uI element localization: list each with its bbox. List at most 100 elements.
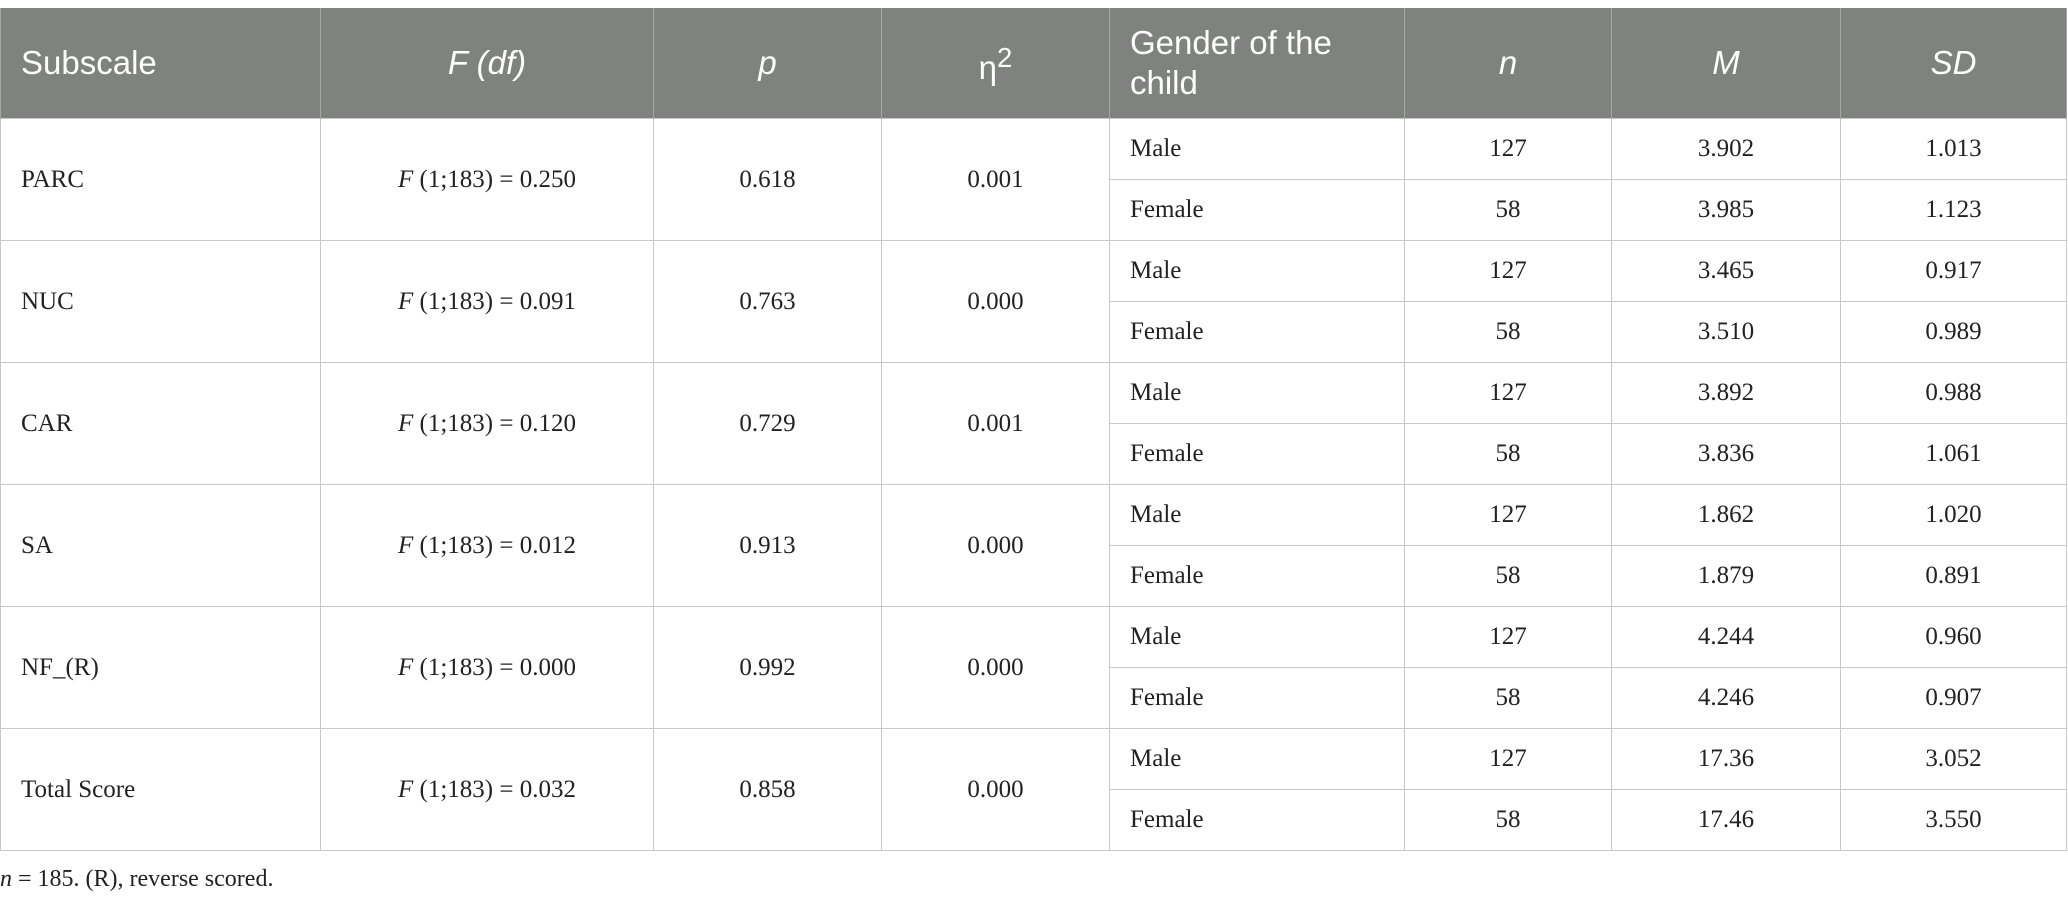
- f-stat-cell: F (1;183) = 0.120: [320, 362, 654, 485]
- subscale-cell: NF_(R): [0, 606, 321, 729]
- subscale-cell: CAR: [0, 362, 321, 485]
- subscale-cell: PARC: [0, 118, 321, 241]
- eta-squared-cell: 0.000: [881, 728, 1110, 851]
- f-stat-cell: F (1;183) = 0.012: [320, 484, 654, 607]
- eta-squared-cell: 0.000: [881, 606, 1110, 729]
- sd-cell: 1.061: [1840, 423, 2067, 485]
- eta-squared-cell: 0.001: [881, 362, 1110, 485]
- eta-symbol: η: [978, 49, 998, 86]
- sd-cell: 1.123: [1840, 179, 2067, 241]
- gender-cell: Female: [1109, 301, 1405, 363]
- subscale-cell: Total Score: [0, 728, 321, 851]
- mean-cell: 3.892: [1611, 362, 1841, 424]
- eta-squared-cell: 0.001: [881, 118, 1110, 241]
- f-symbol: F: [398, 409, 414, 437]
- f-symbol: F: [398, 287, 414, 315]
- f-value: (1;183) = 0.091: [413, 287, 576, 315]
- footnote-n-label: n: [0, 866, 12, 892]
- table-row: PARC F (1;183) = 0.250 0.618 0.001 Male 127 3.…: [0, 118, 2067, 241]
- n-cell: 58: [1404, 301, 1612, 363]
- mean-cell: 1.862: [1611, 484, 1841, 546]
- sd-cell: 0.988: [1840, 362, 2067, 424]
- table-row: Female 58 4.246 0.907: [1, 667, 2067, 729]
- gender-cell: Male: [1109, 728, 1405, 790]
- table-row: NF_(R) F (1;183) = 0.000 0.992 0.000 Male 127…: [0, 606, 2067, 729]
- mean-cell: 3.465: [1611, 240, 1841, 302]
- gender-cell: Female: [1109, 545, 1405, 607]
- p-value-cell: 0.913: [653, 484, 882, 607]
- n-cell: 127: [1404, 118, 1612, 180]
- mean-cell: 1.879: [1611, 545, 1841, 607]
- gender-cell: Male: [1109, 240, 1405, 302]
- subscale-cell: NUC: [0, 240, 321, 363]
- f-stat-cell: F (1;183) = 0.250: [320, 118, 654, 241]
- n-cell: 58: [1404, 423, 1612, 485]
- table-row: Female 58 3.836 1.061: [1, 423, 2067, 485]
- table-row: Female 58 17.46 3.550: [1, 789, 2067, 851]
- header-eta-squared: η2: [881, 8, 1110, 119]
- f-symbol: F: [398, 531, 414, 559]
- sd-cell: 3.550: [1840, 789, 2067, 851]
- mean-cell: 4.244: [1611, 606, 1841, 668]
- p-value-cell: 0.992: [653, 606, 882, 729]
- sd-cell: 0.917: [1840, 240, 2067, 302]
- f-symbol: F: [398, 165, 414, 193]
- header-n: n: [1404, 8, 1612, 119]
- f-stat-cell: F (1;183) = 0.000: [320, 606, 654, 729]
- sd-cell: 3.052: [1840, 728, 2067, 790]
- f-stat-cell: F (1;183) = 0.091: [320, 240, 654, 363]
- sd-cell: 1.013: [1840, 118, 2067, 180]
- table-row: Female 58 1.879 0.891: [1, 545, 2067, 607]
- f-value: (1;183) = 0.032: [413, 775, 576, 803]
- n-cell: 127: [1404, 240, 1612, 302]
- results-table: Subscale F (df) p η2 Gender of the child…: [0, 8, 2067, 851]
- f-symbol: F: [398, 775, 414, 803]
- header-sd: SD: [1840, 8, 2067, 119]
- gender-cell: Female: [1109, 667, 1405, 729]
- mean-cell: 3.836: [1611, 423, 1841, 485]
- table-row: CAR F (1;183) = 0.120 0.729 0.001 Male 127 3.8…: [0, 362, 2067, 485]
- sd-cell: 1.020: [1840, 484, 2067, 546]
- n-cell: 58: [1404, 789, 1612, 851]
- f-value: (1;183) = 0.250: [413, 165, 576, 193]
- table-footnote: n = 185. (R), reverse scored.: [0, 866, 273, 893]
- header-p: p: [653, 8, 882, 119]
- p-value-cell: 0.729: [653, 362, 882, 485]
- sd-cell: 0.989: [1840, 301, 2067, 363]
- mean-cell: 4.246: [1611, 667, 1841, 729]
- f-value: (1;183) = 0.012: [413, 531, 576, 559]
- sd-cell: 0.891: [1840, 545, 2067, 607]
- p-value-cell: 0.858: [653, 728, 882, 851]
- table-row: NUC F (1;183) = 0.091 0.763 0.000 Male 127 3.4…: [0, 240, 2067, 363]
- n-cell: 58: [1404, 179, 1612, 241]
- header-f-df: F (df): [320, 8, 654, 119]
- gender-cell: Female: [1109, 179, 1405, 241]
- f-value: (1;183) = 0.000: [413, 653, 576, 681]
- f-symbol: F: [398, 653, 414, 681]
- footnote-text: = 185. (R), reverse scored.: [12, 866, 274, 892]
- f-value: (1;183) = 0.120: [413, 409, 576, 437]
- sd-cell: 0.907: [1840, 667, 2067, 729]
- gender-cell: Male: [1109, 118, 1405, 180]
- mean-cell: 17.36: [1611, 728, 1841, 790]
- gender-cell: Male: [1109, 362, 1405, 424]
- n-cell: 127: [1404, 362, 1612, 424]
- table-row: Total Score F (1;183) = 0.032 0.858 0.000 Ma…: [0, 728, 2067, 851]
- header-row: Subscale F (df) p η2 Gender of the child…: [0, 8, 2067, 119]
- p-value-cell: 0.763: [653, 240, 882, 363]
- gender-cell: Female: [1109, 789, 1405, 851]
- sd-cell: 0.960: [1840, 606, 2067, 668]
- eta-squared-cell: 0.000: [881, 484, 1110, 607]
- mean-cell: 3.510: [1611, 301, 1841, 363]
- header-gender: Gender of the child: [1109, 8, 1405, 119]
- mean-cell: 3.902: [1611, 118, 1841, 180]
- n-cell: 58: [1404, 545, 1612, 607]
- gender-cell: Male: [1109, 606, 1405, 668]
- gender-cell: Male: [1109, 484, 1405, 546]
- table-row: SA F (1;183) = 0.012 0.913 0.000 Male 127 1.86…: [0, 484, 2067, 607]
- subscale-cell: SA: [0, 484, 321, 607]
- p-value-cell: 0.618: [653, 118, 882, 241]
- table-body: PARC F (1;183) = 0.250 0.618 0.001 Male 127 3.…: [0, 118, 2067, 851]
- gender-cell: Female: [1109, 423, 1405, 485]
- mean-cell: 17.46: [1611, 789, 1841, 851]
